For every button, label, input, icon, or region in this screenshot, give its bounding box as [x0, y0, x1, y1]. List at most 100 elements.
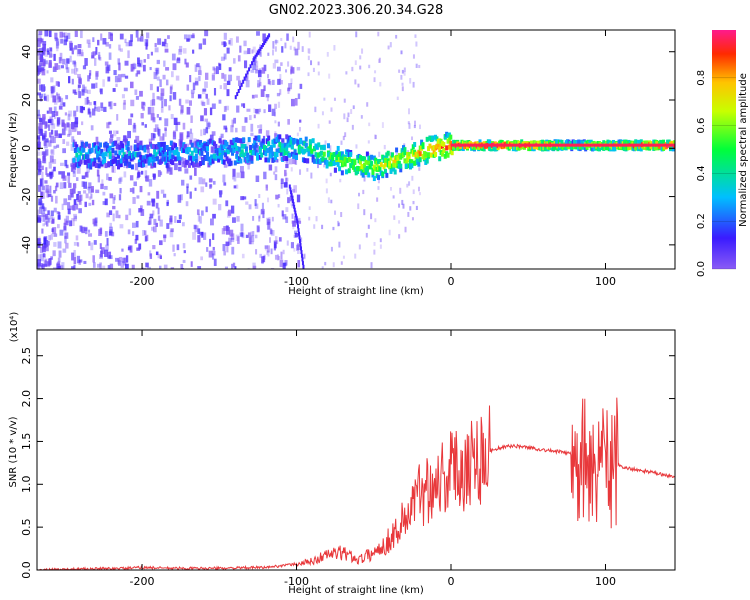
noise-speckle	[284, 42, 287, 49]
noise-speckle	[50, 77, 54, 83]
noise-speckle	[80, 52, 84, 57]
noise-speckle	[163, 264, 168, 269]
noise-speckle	[100, 250, 103, 258]
noise-speckle	[226, 162, 229, 167]
noise-speckle	[87, 108, 91, 115]
noise-speckle	[257, 70, 262, 78]
noise-speckle	[113, 102, 117, 107]
noise-speckle	[137, 172, 141, 177]
noise-speckle	[177, 194, 182, 203]
noise-speckle	[118, 44, 121, 51]
ridge-cell	[169, 140, 173, 146]
noise-speckle	[65, 220, 69, 226]
noise-speckle	[109, 101, 113, 110]
noise-speckle	[345, 71, 348, 75]
noise-speckle	[51, 110, 56, 118]
noise-speckle	[98, 56, 102, 61]
noise-speckle	[131, 264, 135, 269]
noise-speckle	[162, 133, 165, 141]
ridge-cell	[577, 139, 581, 145]
noise-speckle	[252, 63, 257, 70]
noise-speckle	[156, 96, 160, 100]
ridge-cell	[568, 140, 572, 146]
ridge-cell	[307, 148, 311, 154]
noise-speckle	[212, 246, 215, 251]
noise-speckle	[274, 133, 278, 140]
noise-speckle	[48, 161, 52, 169]
noise-speckle	[355, 31, 358, 38]
noise-speckle	[66, 141, 70, 146]
noise-speckle	[287, 197, 290, 204]
ridge-cell	[552, 145, 556, 151]
noise-speckle	[69, 220, 72, 227]
ridge-cell	[425, 158, 429, 164]
noise-speckle	[130, 63, 134, 72]
ridge-core	[647, 143, 651, 147]
noise-speckle	[71, 127, 76, 133]
noise-speckle	[219, 85, 222, 90]
x-tick-label: 100	[595, 575, 616, 588]
noise-speckle	[81, 226, 86, 234]
noise-speckle	[157, 170, 161, 177]
noise-speckle	[71, 252, 75, 261]
ridge-cell	[189, 155, 193, 161]
ridge-cell	[403, 150, 407, 156]
noise-speckle	[159, 136, 163, 141]
noise-speckle	[400, 74, 403, 80]
noise-speckle	[286, 33, 289, 41]
noise-speckle	[332, 226, 335, 231]
noise-speckle	[167, 35, 170, 39]
noise-speckle	[71, 78, 74, 85]
noise-speckle	[144, 124, 147, 128]
noise-speckle	[223, 82, 228, 90]
noise-speckle	[53, 106, 57, 113]
noise-speckle	[39, 62, 42, 66]
noise-speckle	[212, 253, 215, 260]
noise-speckle	[109, 134, 114, 138]
noise-speckle	[43, 207, 47, 212]
noise-speckle	[130, 81, 134, 89]
noise-speckle	[233, 185, 237, 189]
noise-speckle	[108, 255, 113, 260]
noise-speckle	[54, 63, 59, 70]
noise-speckle	[56, 144, 60, 148]
ridge-cell	[190, 150, 194, 156]
noise-speckle	[171, 53, 176, 61]
ridge-cell	[123, 154, 127, 160]
noise-speckle	[363, 175, 366, 182]
noise-speckle	[55, 195, 58, 204]
ridge-cell	[636, 139, 640, 145]
noise-speckle	[99, 262, 102, 269]
noise-speckle	[166, 223, 170, 229]
ridge-cell	[304, 142, 308, 148]
noise-speckle	[63, 226, 67, 232]
noise-speckle	[152, 226, 157, 233]
noise-speckle	[271, 216, 274, 222]
ridge-cell	[254, 135, 258, 141]
noise-speckle	[276, 254, 279, 261]
ridge-cell	[85, 141, 89, 147]
noise-speckle	[418, 64, 421, 69]
noise-speckle	[100, 183, 104, 190]
noise-speckle	[186, 106, 191, 115]
ridge-cell	[98, 142, 102, 148]
x-tick-label: -100	[284, 275, 309, 288]
ridge-cell	[165, 145, 169, 151]
ridge-cell	[414, 154, 418, 160]
ridge-cell	[117, 153, 121, 159]
noise-speckle	[37, 262, 40, 269]
noise-speckle	[230, 233, 235, 240]
noise-speckle	[54, 37, 58, 42]
noise-speckle	[286, 188, 289, 195]
noise-speckle	[256, 108, 260, 115]
ridge-core	[587, 143, 591, 147]
ridge-cell	[222, 159, 226, 165]
x-tick-label: -100	[284, 575, 309, 588]
noise-speckle	[317, 123, 320, 129]
ridge-cell	[283, 142, 287, 148]
noise-speckle	[186, 183, 189, 188]
ridge-cell	[250, 158, 254, 164]
ridge-cell	[108, 154, 112, 160]
noise-speckle	[279, 74, 282, 79]
noise-speckle	[172, 244, 175, 252]
